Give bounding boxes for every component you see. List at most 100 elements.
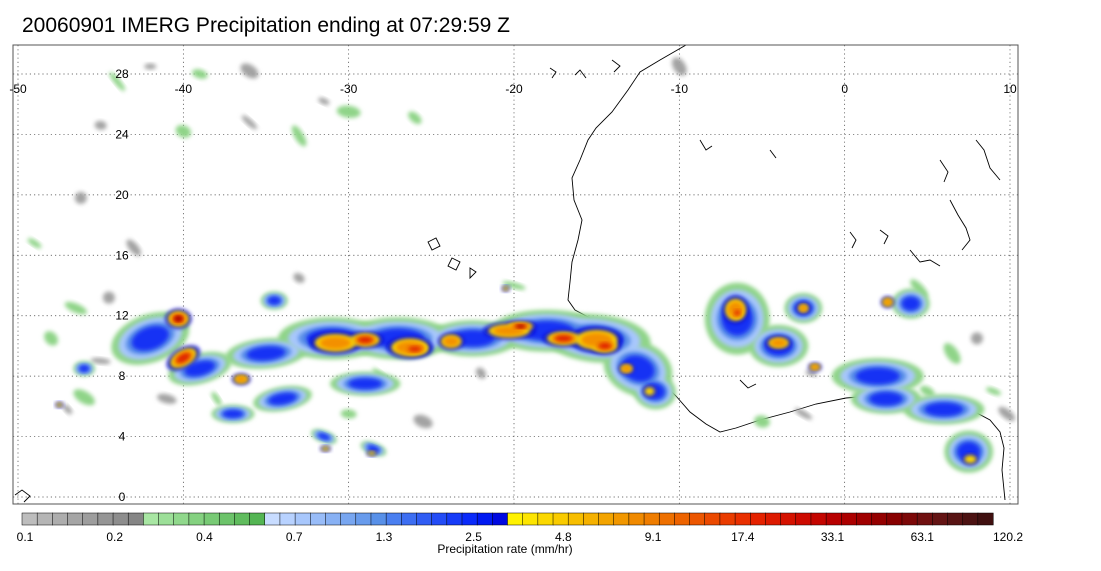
lon-tick-label: 0 — [841, 82, 848, 96]
colorbar-tick-label: 9.1 — [645, 530, 662, 544]
precip-cell — [408, 111, 422, 125]
precip-cell — [74, 191, 87, 204]
map-frame — [12, 44, 1019, 505]
precip-cell — [176, 352, 191, 364]
precip-cell — [855, 367, 900, 385]
precip-cell — [998, 406, 1016, 422]
precip-cell — [291, 125, 307, 147]
precip-cell — [293, 272, 305, 283]
precip-cell — [336, 105, 361, 118]
precip-cell — [102, 291, 115, 304]
precip-cell — [126, 239, 142, 256]
precip-cell — [734, 309, 740, 316]
precip-cell — [985, 387, 1002, 396]
precip-cell — [184, 360, 216, 377]
map-background — [13, 45, 1018, 504]
lat-tick-label: 16 — [115, 248, 129, 262]
lat-tick-label: 0 — [119, 490, 126, 504]
precip-cell — [810, 364, 819, 370]
lat-tick-label: 12 — [115, 309, 129, 323]
precip-cell — [348, 378, 383, 390]
precip-cell — [192, 69, 208, 79]
precip-cell — [805, 369, 818, 377]
colorbar-label: Precipitation rate (mm/hr) — [437, 542, 572, 556]
precip-cell — [357, 336, 373, 344]
precip-cell — [64, 301, 88, 315]
precip-cell — [502, 286, 509, 291]
precip-cell — [964, 454, 977, 464]
precip-cell — [367, 445, 380, 453]
precip-cell — [268, 392, 297, 405]
precip-cell — [869, 391, 903, 406]
precip-cell — [235, 375, 247, 383]
precip-cell — [319, 336, 352, 350]
colorbar-tick-label: 0.4 — [196, 530, 213, 544]
precip-cell — [63, 404, 73, 415]
axis-labels: -50 -40 -30 -20 -10 0 10 0 4 8 12 16 20 24 28 — [9, 67, 1017, 504]
precip-cell — [174, 316, 182, 322]
precip-cell — [413, 414, 433, 429]
colorbar-tick-label: 63.1 — [911, 530, 935, 544]
lat-tick-label: 20 — [115, 188, 129, 202]
precipitation-map: -50 -40 -30 -20 -10 0 10 0 4 8 12 16 20 24 28 — [9, 44, 1019, 505]
precip-cell — [516, 324, 525, 328]
precip-cell — [901, 296, 920, 311]
precip-cell — [246, 346, 286, 361]
precip-cell — [44, 331, 58, 346]
precip-cell — [754, 415, 770, 428]
precip-cell — [924, 402, 964, 417]
lon-tick-label: -30 — [340, 82, 358, 96]
lon-tick-label: -40 — [175, 82, 193, 96]
lat-tick-label: 28 — [115, 67, 129, 81]
precip-cell — [943, 343, 961, 364]
precip-cell — [443, 336, 460, 347]
precip-cell — [240, 63, 259, 79]
colorbar-tick-label: 4.8 — [555, 530, 572, 544]
colorbar-tick-label: 33.1 — [821, 530, 845, 544]
precip-cell — [770, 338, 787, 347]
precip-cell — [621, 365, 632, 372]
precip-cell — [144, 63, 157, 70]
precip-cell — [644, 386, 655, 396]
precip-cell — [502, 281, 526, 290]
precip-cell — [554, 335, 573, 342]
precip-cell — [920, 385, 935, 397]
colorbar-tick-labels: 0.1 0.2 0.4 0.7 1.3 2.5 4.8 9.1 17.4 33.1 63.1 120.… — [17, 530, 1024, 544]
precip-cell — [799, 304, 808, 312]
precip-cell — [367, 450, 377, 456]
precip-cell — [222, 409, 244, 419]
precip-cell — [131, 325, 169, 351]
precip-cell — [621, 355, 655, 382]
colorbar-tick-label: 120.2 — [993, 530, 1023, 544]
colorbar-tick-label: 17.4 — [731, 530, 755, 544]
precip-cell — [318, 97, 330, 105]
precip-cell — [56, 402, 63, 408]
precip-cell — [90, 357, 111, 365]
map-title: 20060901 IMERG Precipitation ending at 0… — [22, 14, 510, 37]
precip-cell — [27, 238, 42, 249]
precip-cell — [598, 342, 612, 350]
lon-tick-label: 10 — [1003, 82, 1017, 96]
lat-tick-label: 24 — [115, 127, 129, 141]
precip-cell — [109, 72, 126, 92]
precip-cell — [211, 391, 222, 406]
precip-cell — [73, 389, 95, 406]
precip-cell — [794, 408, 813, 420]
colorbar-tick-label: 1.3 — [376, 530, 393, 544]
precip-cell — [671, 57, 687, 76]
colorbar-tick-label: 0.7 — [286, 530, 303, 544]
precip-cell — [241, 115, 258, 130]
colorbar-tick-label: 0.1 — [17, 530, 34, 544]
lat-tick-label: 8 — [119, 369, 126, 383]
precip-cell — [175, 125, 192, 138]
lon-tick-label: -10 — [671, 82, 689, 96]
precip-cell — [317, 433, 331, 441]
colorbar-tick-label: 2.5 — [465, 530, 482, 544]
precip-cell — [157, 393, 177, 404]
lon-tick-label: -50 — [9, 82, 27, 96]
precip-cell — [321, 446, 330, 451]
precip-cell — [475, 367, 486, 379]
lat-lon-grid — [13, 45, 1018, 504]
precip-cell — [970, 332, 983, 345]
precip-cell — [408, 346, 422, 352]
